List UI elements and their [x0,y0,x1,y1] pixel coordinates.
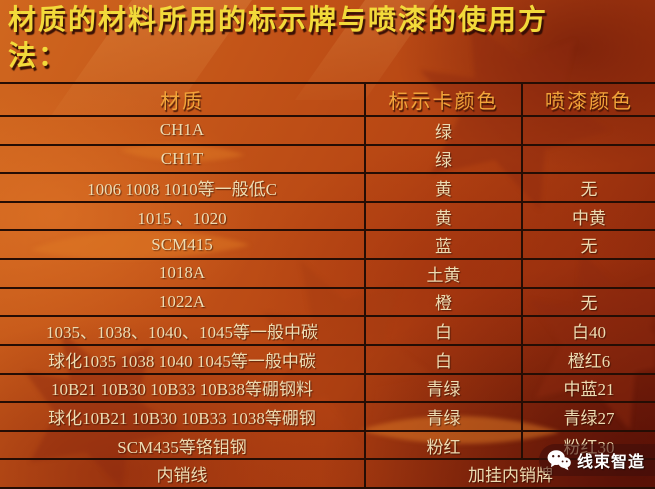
card-color-cell: 粉红 [366,431,523,461]
card-color-cell: 白 [366,345,523,375]
watermark: 线束智造 [538,444,655,476]
material-cell: CH1T [0,145,366,175]
material-cell: CH1A [0,117,366,146]
material-cell: 球化1035 1038 1040 1045等一般中碳 [0,345,366,375]
material-cell: SCM435等铬钼钢 [0,431,366,461]
paint-color-cell: 中黄 [523,203,655,232]
paint-color-cell: 中蓝21 [523,375,655,404]
page-title: 材质的材料所用的标示牌与喷漆的使用方法： [8,4,549,71]
card-color-cell: 土黄 [366,260,523,289]
wechat-icon [547,449,571,471]
paint-color-cell [523,117,655,146]
card-color-cell: 黄 [366,174,523,203]
paint-color-cell [523,260,655,289]
material-cell: SCM415 [0,231,366,261]
material-cell: 1015 、1020 [0,202,366,232]
materials-table: 材质 标示卡颜色 喷漆颜色 CH1A 绿 CH1T 绿 1006 1008 1010等一… [0,82,655,489]
material-cell: 1035、1038、1040、1045等一般中碳 [0,317,366,346]
material-cell: 1022A [0,288,366,318]
watermark-label: 线束智造 [576,454,645,471]
card-color-cell: 白 [366,317,523,346]
merged-note-cell: 加挂内销牌 [366,460,655,489]
paint-color-cell: 白40 [523,317,655,346]
column-header-card-color: 标示卡颜色 [366,84,523,117]
material-cell: 10B21 10B30 10B33 10B38等硼钢料 [0,374,366,404]
card-color-cell: 黄 [366,202,523,232]
column-header-paint-color: 喷漆颜色 [523,84,655,117]
material-cell: 1006 1008 1010等一般低C [0,174,366,203]
paint-color-cell: 橙红6 [523,346,655,375]
material-cell: 1018A [0,260,366,289]
paint-color-cell: 无 [523,289,655,318]
card-color-cell: 青绿 [366,403,523,432]
paint-color-cell: 无 [523,174,655,203]
material-cell: 球化10B21 10B30 10B33 1038等硼钢 [0,403,366,432]
card-color-cell: 蓝 [366,231,523,261]
card-color-cell: 橙 [366,288,523,318]
card-color-cell: 绿 [366,145,523,175]
paint-color-cell: 青绿27 [523,403,655,432]
column-header-material: 材质 [0,84,366,117]
card-color-cell: 绿 [366,117,523,146]
paint-color-cell: 无 [523,231,655,261]
card-color-cell: 青绿 [366,374,523,404]
paint-color-cell [523,146,655,175]
material-cell: 内销线 [0,460,366,489]
